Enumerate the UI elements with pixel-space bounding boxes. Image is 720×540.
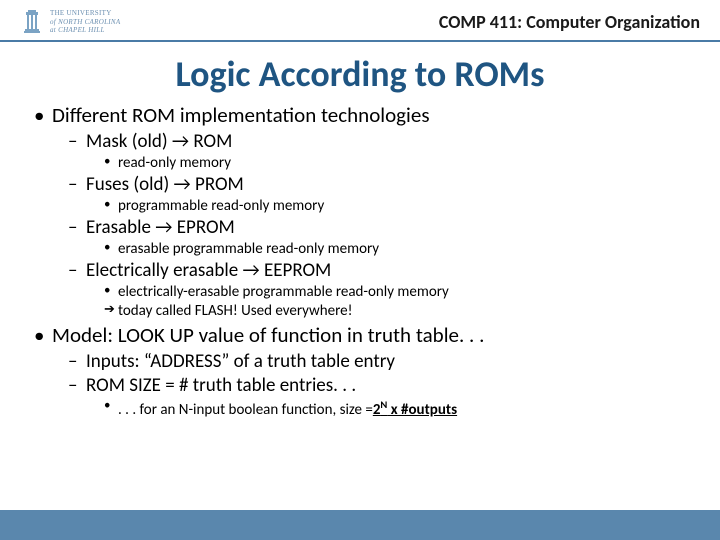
formula: 2N x #outputs: [373, 401, 457, 419]
slide-title: Logic According to ROMs: [0, 52, 720, 96]
univ-line1: THE UNIVERSITY: [50, 9, 120, 17]
univ-line3: at CHAPEL HILL: [50, 26, 120, 34]
slide-footer-bar: [0, 510, 720, 540]
formula-prefix: . . . for an N-input boolean function, s…: [118, 401, 373, 419]
bullet-l1: Different ROM implementation technologie…: [34, 102, 692, 128]
bullet-l1: Model: LOOK UP value of function in trut…: [34, 322, 692, 348]
bullet-l3: read-only memory: [104, 154, 692, 172]
university-logo: THE UNIVERSITY of NORTH CAROLINA at CHAP…: [20, 8, 120, 36]
bullet-l3: electrically-erasable programmable read-…: [104, 283, 692, 301]
bullet-l2: ROM SIZE = # truth table entries. . .: [68, 374, 692, 397]
bullet-l3-arrow: today called FLASH! Used everywhere!: [104, 302, 692, 320]
bullet-l3: programmable read-only memory: [104, 197, 692, 215]
slide-body: Different ROM implementation technologie…: [0, 102, 720, 419]
well-icon: [20, 8, 44, 36]
bullet-l2: Inputs: “ADDRESS” of a truth table entry: [68, 350, 692, 373]
bullet-l2: Mask (old) → ROM: [68, 130, 692, 153]
bullet-l2: Electrically erasable → EEPROM: [68, 259, 692, 282]
bullet-l2: Erasable → EPROM: [68, 216, 692, 239]
univ-line2: of NORTH CAROLINA: [50, 18, 120, 26]
bullet-l2: Fuses (old) → PROM: [68, 173, 692, 196]
bullet-l3: erasable programmable read-only memory: [104, 240, 692, 258]
course-title: COMP 411: Computer Organization: [439, 11, 700, 33]
university-name: THE UNIVERSITY of NORTH CAROLINA at CHAP…: [50, 9, 120, 34]
bullet-l3-formula: . . . for an N-input boolean function, s…: [104, 398, 692, 419]
formula-rest: x #outputs: [387, 401, 457, 419]
slide-header: THE UNIVERSITY of NORTH CAROLINA at CHAP…: [0, 0, 720, 42]
